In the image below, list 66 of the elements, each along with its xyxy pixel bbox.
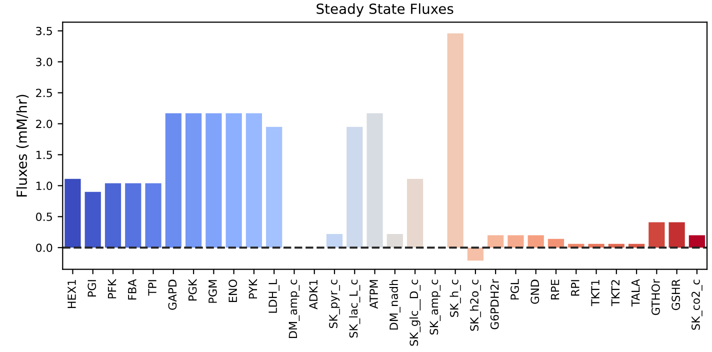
x-tick-label: GAPD	[168, 280, 177, 310]
y-tick-label: 3.0	[36, 58, 52, 66]
x-tick-label: DM_amp_c	[288, 280, 300, 338]
x-tick-label: GTHOr	[651, 279, 660, 316]
x-tick-label: SK_lac_L_c	[349, 280, 360, 338]
x-tick-label: TKT1	[591, 280, 600, 306]
x-tick-label: SK_amp_c	[430, 280, 441, 335]
y-axis-title: Fluxes (mM/hr)	[16, 94, 29, 196]
y-tick-label: 2.5	[36, 88, 52, 98]
bar	[386, 234, 403, 248]
x-tick-label: ENO	[228, 280, 238, 302]
x-tick-label: HEX1	[68, 280, 76, 308]
x-tick-label: FBA	[128, 279, 136, 300]
y-tick-label: 0.0	[36, 244, 52, 252]
x-tick-label: SK_co2_c	[692, 280, 702, 330]
x-tick-label: PGM	[208, 280, 217, 303]
y-tick-label: 1.5	[36, 150, 52, 160]
bar	[206, 113, 222, 248]
bar	[226, 113, 242, 248]
x-tick-label: SK_glc__D_c	[410, 280, 421, 346]
x-tick-label: SK_h2o_c	[470, 280, 481, 331]
x-tick-label: TALA	[632, 279, 640, 307]
bar	[326, 234, 343, 248]
bar	[467, 248, 484, 261]
x-tick-label: ADK1	[309, 280, 318, 310]
x-tick-label: RPE	[550, 280, 560, 300]
chart-title: Steady State Fluxes	[316, 3, 454, 17]
bar	[165, 113, 182, 248]
x-tick-label: SK_h_c	[450, 280, 461, 317]
bar	[346, 126, 363, 248]
x-tick-label: SK_pyr_c	[329, 280, 340, 328]
x-tick-label: GND	[530, 280, 540, 304]
bar	[366, 113, 383, 248]
bar	[125, 183, 142, 248]
x-tick-label: GSHR	[672, 279, 680, 310]
bar	[447, 33, 464, 248]
bar	[406, 178, 424, 248]
bar	[668, 222, 685, 248]
x-tick-label: TPI	[148, 280, 156, 296]
bar	[508, 235, 524, 248]
bar	[488, 235, 504, 248]
x-tick-label: G6PDH2r	[490, 279, 499, 330]
bar	[688, 235, 705, 248]
bar	[528, 235, 544, 248]
x-tick-label: PGI	[88, 280, 96, 296]
bar	[266, 126, 282, 248]
x-tick-label: LDH_L	[268, 279, 280, 313]
bar	[64, 178, 81, 248]
bar	[246, 113, 262, 248]
y-tick-label: 0.5	[36, 212, 52, 222]
y-tick-label: 1.0	[36, 182, 52, 190]
bar	[648, 222, 665, 248]
y-tick-label: 3.5	[36, 26, 52, 36]
bar	[84, 192, 101, 248]
x-tick-label: TKT2	[611, 280, 620, 306]
x-tick-label: ATPM	[370, 280, 378, 309]
y-tick-label: 2.0	[36, 120, 52, 128]
x-tick-label: PFK	[108, 278, 116, 298]
x-tick-label: PYK	[248, 278, 258, 298]
bar	[185, 113, 202, 248]
x-tick-label: RPI	[571, 280, 580, 296]
bar	[104, 183, 122, 248]
x-tick-label: DM_nadh	[389, 280, 400, 330]
x-tick-label: PGK	[188, 278, 197, 301]
x-tick-label: PGL	[510, 279, 519, 300]
bar	[145, 183, 162, 248]
